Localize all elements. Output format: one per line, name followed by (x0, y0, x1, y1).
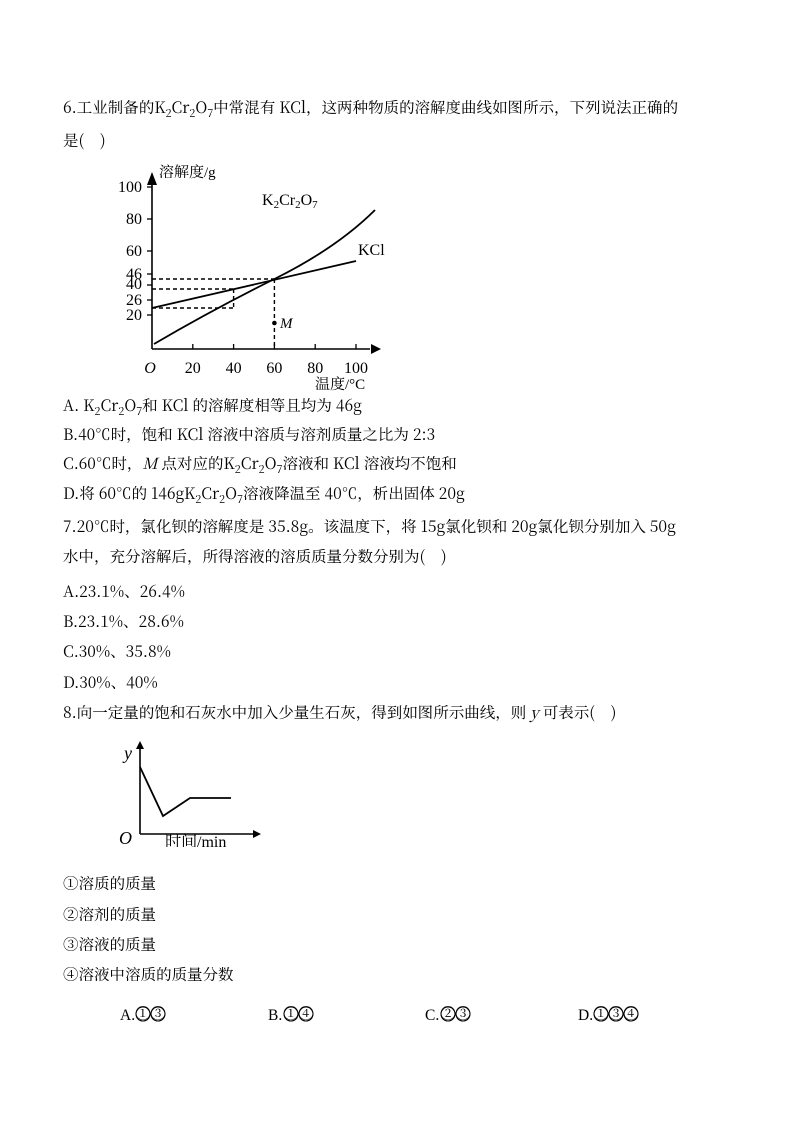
svg-text:④: ④ (298, 1006, 314, 1023)
svg-text:B.: B. (268, 1007, 282, 1024)
svg-text:40: 40 (126, 276, 142, 293)
svg-text:④: ④ (623, 1006, 639, 1023)
svg-text:O: O (119, 828, 132, 847)
svg-text:20: 20 (185, 360, 201, 377)
svg-text:100: 100 (118, 179, 142, 196)
svg-text:溶解度/g: 溶解度/g (159, 164, 216, 181)
svg-text:①: ① (593, 1006, 609, 1023)
svg-text:③: ③ (150, 1006, 166, 1023)
svg-text:80: 80 (126, 211, 142, 228)
svg-text:D.: D. (578, 1007, 593, 1024)
svg-text:①: ① (135, 1006, 151, 1023)
svg-text:60: 60 (126, 243, 142, 260)
svg-text:温度/°C: 温度/°C (315, 376, 365, 393)
svg-text:A.: A. (120, 1007, 135, 1024)
svg-text:100: 100 (344, 360, 368, 377)
svg-text:③: ③ (455, 1006, 471, 1023)
svg-text:②: ② (440, 1006, 456, 1023)
svg-text:O: O (144, 360, 156, 377)
svg-text:KCl: KCl (358, 242, 385, 259)
svg-text:③: ③ (608, 1006, 624, 1023)
svg-text:20: 20 (126, 307, 142, 324)
svg-text:40: 40 (226, 360, 242, 377)
svg-text:C.: C. (425, 1007, 439, 1024)
svg-text:M: M (279, 316, 294, 332)
svg-text:K2Cr2O7: K2Cr2O7 (262, 192, 318, 211)
svg-text:时间/min: 时间/min (165, 833, 226, 847)
svg-text:①: ① (283, 1006, 299, 1023)
svg-text:60: 60 (266, 360, 282, 377)
svg-text:80: 80 (307, 360, 323, 377)
svg-text:y: y (122, 743, 132, 763)
